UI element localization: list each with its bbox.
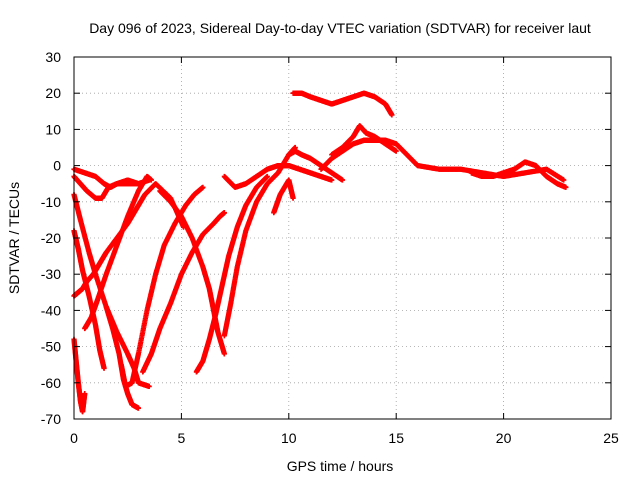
- y-tick-label: 10: [45, 121, 61, 137]
- data-point: [146, 383, 152, 390]
- series-arc-18: [329, 123, 399, 158]
- data-point: [389, 112, 395, 118]
- x-tick-label: 20: [496, 430, 512, 446]
- data-point: [329, 177, 335, 183]
- series-arc-15: [271, 177, 296, 216]
- y-axis-label: SDTVAR / TECUs: [6, 182, 22, 294]
- data-point: [339, 177, 346, 183]
- data-point: [135, 405, 142, 411]
- series-arc-13: [221, 163, 335, 190]
- grid: [74, 57, 611, 419]
- chart-title: Day 096 of 2023, Sidereal Day-to-day VTE…: [89, 20, 591, 36]
- data-point: [200, 184, 206, 190]
- series-arc-6: [71, 336, 88, 415]
- data-point: [561, 177, 567, 183]
- y-tick-label: 20: [45, 85, 61, 101]
- data-point: [290, 195, 296, 201]
- y-tick-label: -30: [41, 266, 61, 282]
- series-arc-11: [157, 188, 227, 357]
- data-point: [221, 210, 227, 216]
- y-tick-label: 0: [53, 158, 61, 174]
- series-arc-9: [118, 184, 206, 390]
- data-point: [393, 148, 399, 154]
- series-arc-8: [82, 173, 154, 332]
- series-arc-17: [318, 137, 567, 183]
- x-axis-label: GPS time / hours: [287, 458, 394, 474]
- series-arc-12: [193, 173, 270, 375]
- series-arc-20: [468, 159, 569, 190]
- data-point: [82, 391, 88, 397]
- data-point: [264, 173, 270, 180]
- series-arc-16: [286, 148, 346, 183]
- y-tick-label: -10: [41, 194, 61, 210]
- y-tick-label: -60: [41, 375, 61, 391]
- y-tick-label: -40: [41, 302, 61, 318]
- x-tick-label: 10: [281, 430, 297, 446]
- series-arc-10: [140, 210, 227, 375]
- x-tick-label: 15: [388, 430, 404, 446]
- y-tick-label: -50: [41, 339, 61, 355]
- data-points: [71, 90, 569, 415]
- data-point: [221, 351, 227, 357]
- data-point: [148, 177, 154, 183]
- y-tick-label: -70: [41, 411, 61, 427]
- y-tick-label: -20: [41, 230, 61, 246]
- axis-ticks: 0 5 10 15 20 25 -70 -60 -50 -40 -30 -20 -10 0 10 20 30: [41, 49, 619, 446]
- x-tick-label: 5: [178, 430, 186, 446]
- x-tick-label: 0: [70, 430, 78, 446]
- data-point: [101, 365, 107, 371]
- series-arc-2: [71, 173, 142, 201]
- x-tick-label: 25: [603, 430, 619, 446]
- series-arc-19: [290, 90, 395, 118]
- y-tick-label: 30: [45, 49, 61, 65]
- data-point: [563, 184, 569, 190]
